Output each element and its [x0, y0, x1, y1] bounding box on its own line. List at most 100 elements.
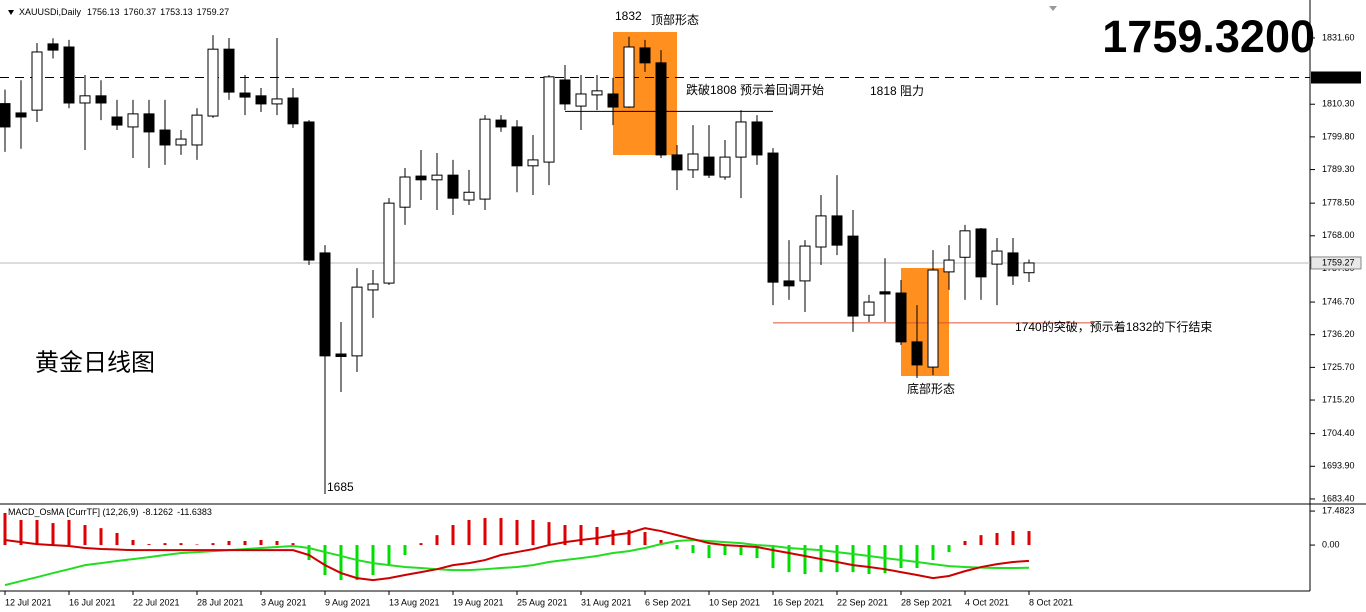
histogram-bar: [307, 545, 311, 561]
candle-body: [543, 76, 555, 163]
histogram-bar: [675, 545, 679, 550]
histogram-bar: [259, 540, 263, 546]
candle-body: [1007, 252, 1019, 277]
candle-body: [175, 138, 187, 146]
candle-body: [863, 301, 875, 316]
candle-body: [47, 43, 59, 51]
histogram-bar: [611, 530, 615, 546]
histogram-bar: [867, 545, 871, 575]
candle-body: [799, 245, 811, 282]
histogram-bar: [659, 540, 663, 546]
x-tick-label: 22 Sep 2021: [837, 597, 888, 607]
x-tick-label: 28 Jul 2021: [197, 597, 244, 607]
candle-body: [639, 47, 651, 64]
signal-value: -11.6383: [177, 507, 212, 517]
x-tick-label: 9 Aug 2021: [325, 597, 371, 607]
histogram-bar: [51, 523, 55, 546]
histogram-bar: [67, 519, 71, 546]
candle-body: [655, 62, 667, 156]
histogram-bar: [3, 512, 7, 546]
scroll-icon: [1049, 6, 1057, 11]
histogram-bar: [387, 545, 391, 566]
candle-body: [0, 103, 11, 128]
candle-body: [495, 119, 507, 128]
candle-body: [831, 215, 843, 246]
histogram-bar: [147, 544, 151, 546]
candle-body: [159, 129, 171, 146]
histogram-bar: [243, 540, 247, 546]
y-tick-label: 1831.60: [1322, 32, 1355, 42]
candle-body: [223, 48, 235, 93]
candle-body: [927, 269, 939, 368]
histogram-bar: [163, 543, 167, 546]
candle-body: [319, 252, 331, 357]
annotation: 1832: [615, 9, 642, 23]
candle-body: [959, 230, 971, 258]
x-tick-label: 12 Jul 2021: [5, 597, 52, 607]
current-price-box: [1310, 256, 1362, 270]
current-price-big: 1759.3200: [1102, 11, 1315, 62]
candle-body: [751, 121, 763, 156]
histogram-bar: [755, 545, 759, 559]
signal-line: [4, 539, 1030, 587]
histogram-bar: [35, 519, 39, 546]
y-tick-label: 1746.70: [1322, 296, 1355, 306]
candle-body: [767, 152, 779, 283]
histogram-bar: [931, 545, 935, 561]
x-tick-label: 16 Sep 2021: [773, 597, 824, 607]
chart-header: XAUUSDi,Daily 1756.13 1760.37 1753.13 1759.2…: [19, 7, 229, 17]
candle-body: [31, 51, 43, 111]
histogram-bar: [339, 545, 343, 581]
histogram-bar: [835, 545, 839, 573]
histogram-bar: [739, 545, 743, 555]
histogram-bar: [403, 545, 407, 555]
histogram-bar: [1027, 531, 1031, 546]
y-tick-label: 1778.50: [1322, 198, 1355, 208]
histogram-bar: [963, 540, 967, 546]
x-tick-label: 19 Aug 2021: [453, 597, 504, 607]
y-tick-label: 1768.00: [1322, 230, 1355, 240]
candle-body: [975, 228, 987, 278]
candle-body: [383, 202, 395, 284]
candle-body: [111, 116, 123, 126]
candle-body: [399, 176, 411, 208]
candle-body: [559, 79, 571, 105]
annotation: 1685: [327, 480, 354, 494]
histogram-bar: [515, 519, 519, 546]
candle-body: [1023, 262, 1035, 274]
histogram-bar: [419, 543, 423, 546]
x-tick-label: 22 Jul 2021: [133, 597, 180, 607]
candle-body: [687, 153, 699, 171]
histogram-bar: [323, 545, 327, 576]
y-tick-label: 1789.30: [1322, 164, 1355, 174]
x-tick-label: 3 Aug 2021: [261, 597, 307, 607]
candle-body: [255, 95, 267, 105]
x-tick-label: 25 Aug 2021: [517, 597, 568, 607]
histogram-bar: [467, 519, 471, 546]
histogram-bar: [179, 543, 183, 546]
histogram-bar: [499, 518, 503, 546]
histogram-bar: [483, 518, 487, 546]
histogram-bar: [19, 519, 23, 546]
histogram-bar: [291, 543, 295, 546]
histogram-bar: [771, 545, 775, 569]
y-tick-label: 1736.20: [1322, 329, 1355, 339]
candle-body: [447, 174, 459, 199]
candle-body: [351, 286, 363, 357]
candle-body: [719, 156, 731, 178]
y-tick-label: 1725.70: [1322, 362, 1355, 372]
open-value: 1756.13: [87, 7, 120, 17]
y-tick-label: 1704.40: [1322, 428, 1355, 438]
annotation: 1740的突破，预示着1832的下行结束: [1015, 319, 1212, 334]
candle-body: [127, 113, 139, 128]
histogram-bar: [227, 540, 231, 546]
menu-icon: [8, 10, 14, 15]
histogram-bar: [947, 545, 951, 553]
candle-body: [207, 48, 219, 117]
histogram-bar: [435, 535, 439, 546]
candle-body: [431, 174, 443, 181]
histogram-bar: [995, 533, 999, 546]
annotation: 1818 阻力: [870, 84, 924, 98]
candle-body: [847, 235, 859, 317]
indicator-name: MACD_OsMA [CurrTF] (12,26,9): [8, 507, 139, 517]
